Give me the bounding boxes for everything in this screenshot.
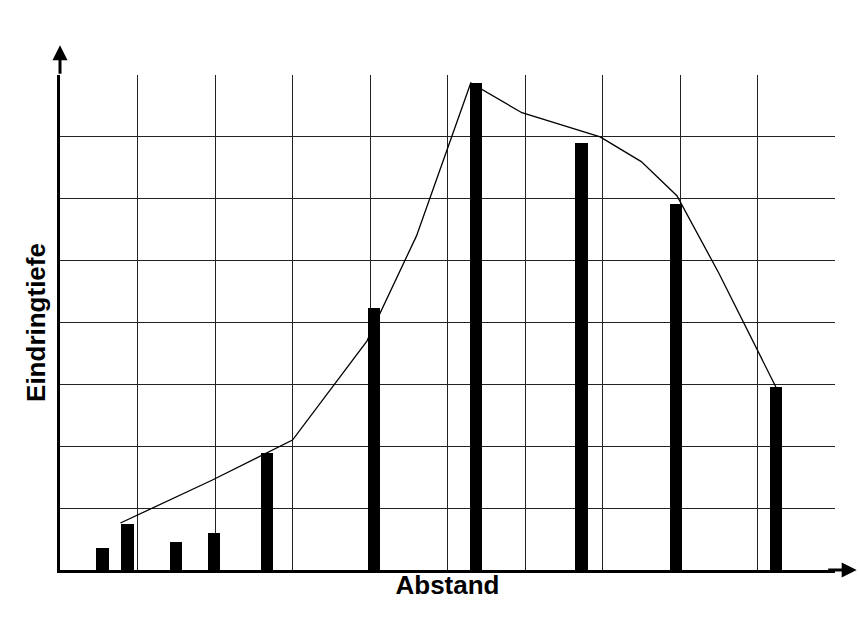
svg-text:Abstand: Abstand [396, 570, 500, 600]
svg-text:Eindringtiefe: Eindringtiefe [21, 243, 51, 402]
